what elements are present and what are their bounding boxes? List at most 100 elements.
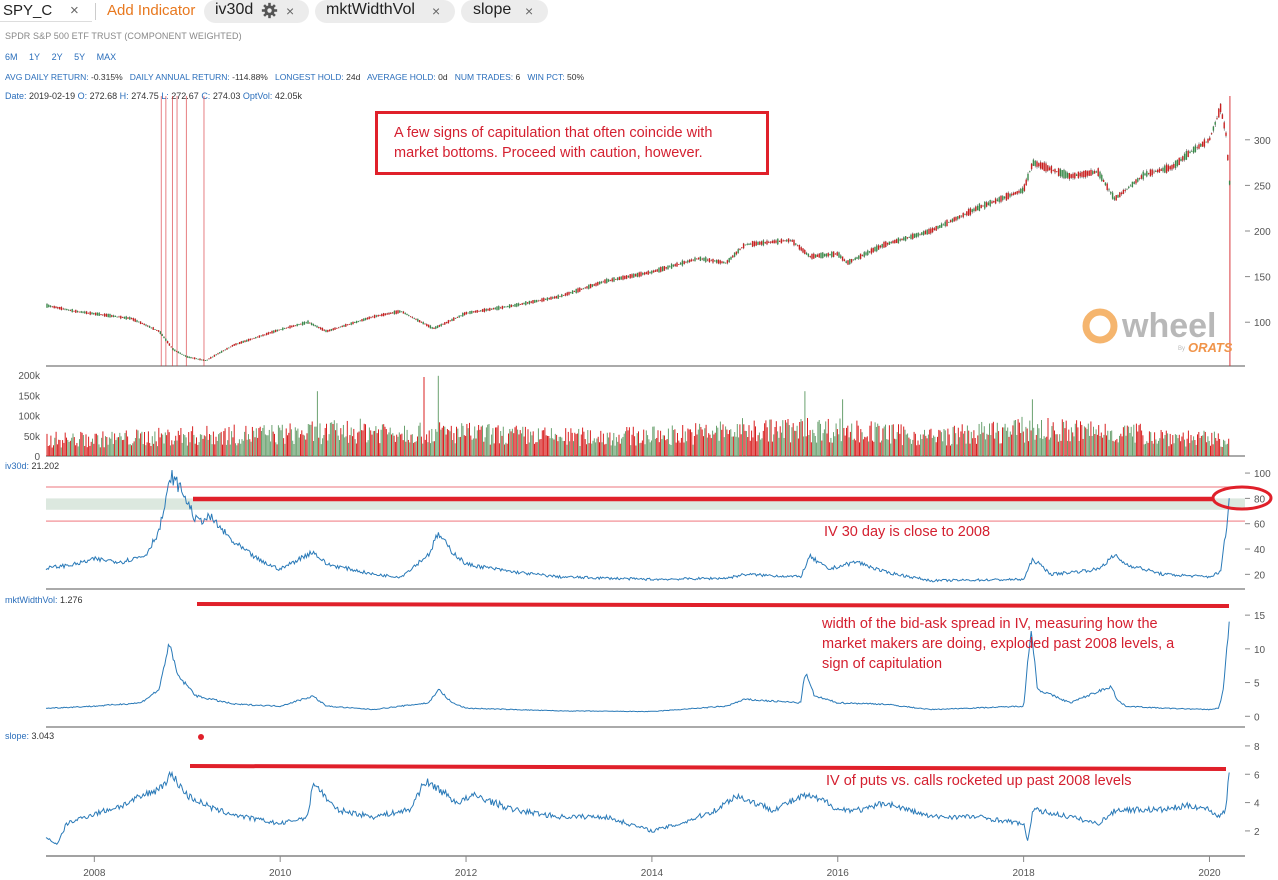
- price-candle: [1079, 172, 1081, 177]
- range-2y[interactable]: 2Y: [51, 52, 63, 62]
- price-candle: [96, 312, 99, 316]
- tab-iv30d[interactable]: iv30d ×: [204, 0, 309, 23]
- mktwidthvol-label: mktWidthVol:: [5, 595, 58, 605]
- price-candle: [89, 311, 91, 315]
- price-candle: [827, 253, 829, 257]
- price-candle: [246, 339, 248, 342]
- price-candle: [78, 311, 81, 313]
- price-candle: [697, 257, 700, 260]
- symbol-field[interactable]: SPY_C ×: [0, 0, 92, 22]
- price-candle: [204, 360, 207, 361]
- price-candle: [240, 341, 243, 344]
- price-candle: [973, 208, 975, 212]
- price-candle: [699, 256, 702, 261]
- range-5y[interactable]: 5Y: [74, 52, 86, 62]
- range-max[interactable]: MAX: [96, 52, 117, 62]
- tab-slope-close-icon[interactable]: ×: [525, 3, 534, 19]
- price-candle: [382, 313, 385, 317]
- price-candle: [60, 306, 63, 311]
- price-candles: [46, 103, 1231, 361]
- price-candle: [280, 329, 282, 331]
- price-candle: [327, 330, 329, 332]
- price-candle: [1187, 150, 1189, 157]
- price-candle: [339, 326, 342, 328]
- price-candle: [201, 359, 203, 361]
- add-indicator-button[interactable]: Add Indicator: [107, 2, 196, 19]
- range-1y[interactable]: 1Y: [29, 52, 41, 62]
- price-candle: [832, 251, 835, 257]
- price-candle: [393, 310, 396, 315]
- price-candle: [994, 198, 997, 204]
- price-candle: [546, 297, 549, 301]
- price-candle: [1066, 172, 1069, 178]
- mktwidthvol-axis-label: 0: [1254, 712, 1260, 723]
- price-candle: [238, 342, 241, 345]
- price-candle: [946, 219, 948, 227]
- tab-slope[interactable]: slope ×: [461, 0, 548, 23]
- price-candle: [274, 329, 277, 333]
- price-candle: [184, 355, 187, 357]
- price-candle: [1120, 192, 1123, 195]
- price-candle: [775, 240, 777, 243]
- price-candle: [291, 325, 293, 328]
- price-candle: [208, 358, 210, 360]
- price-candle: [555, 296, 558, 299]
- price-candle: [690, 259, 693, 262]
- range-6m[interactable]: 6M: [5, 52, 18, 62]
- price-candle: [46, 303, 48, 308]
- price-candle: [1129, 185, 1132, 187]
- price-candle: [427, 324, 430, 328]
- price-candle: [562, 295, 565, 296]
- price-candle: [107, 313, 109, 318]
- tab-mktwidthvol[interactable]: mktWidthVol ×: [315, 0, 455, 23]
- price-candle: [150, 327, 153, 329]
- symbol-close-icon[interactable]: ×: [70, 2, 79, 19]
- price-candle: [809, 255, 811, 258]
- price-candle: [1137, 178, 1139, 182]
- price-candle: [145, 324, 147, 326]
- price-candle: [654, 270, 657, 272]
- price-candle: [451, 318, 453, 322]
- price-candle: [955, 216, 957, 221]
- price-candle: [359, 320, 361, 322]
- price-candle: [1133, 181, 1135, 184]
- price-candle: [440, 324, 442, 327]
- price-candle: [177, 351, 180, 354]
- price-candle: [449, 320, 451, 322]
- symbol-text[interactable]: SPY_C: [3, 2, 53, 19]
- tab-iv30d-close-icon[interactable]: ×: [286, 3, 295, 19]
- price-candle: [1102, 179, 1105, 182]
- price-candle: [892, 240, 894, 244]
- price-candle: [877, 245, 880, 250]
- price-candle: [253, 337, 255, 339]
- price-candle: [483, 308, 486, 312]
- price-candle: [1198, 144, 1200, 149]
- price-candle: [161, 334, 163, 336]
- price-candle: [210, 357, 212, 359]
- price-candle: [1097, 168, 1099, 177]
- price-candle: [964, 214, 966, 215]
- price-candle: [598, 281, 601, 285]
- price-candle: [53, 305, 55, 309]
- price-candle: [663, 266, 666, 271]
- price-candle: [219, 352, 221, 354]
- price-candle: [942, 224, 945, 226]
- width-level-marker-line: [196, 602, 1230, 608]
- price-candle: [530, 301, 532, 303]
- price-candle: [345, 323, 347, 327]
- price-candle: [492, 308, 495, 310]
- price-candle: [1068, 173, 1071, 179]
- price-candle: [825, 253, 828, 257]
- price-candle: [881, 243, 883, 248]
- price-candle: [834, 253, 837, 255]
- price-candle: [228, 347, 230, 349]
- price-candle: [723, 261, 725, 264]
- price-candle: [94, 312, 97, 316]
- price-candle: [814, 254, 817, 258]
- price-candle: [559, 296, 561, 298]
- price-candle: [276, 329, 279, 332]
- price-candle: [800, 247, 802, 251]
- gear-icon[interactable]: [261, 2, 278, 24]
- tab-mktwidthvol-close-icon[interactable]: ×: [432, 3, 441, 19]
